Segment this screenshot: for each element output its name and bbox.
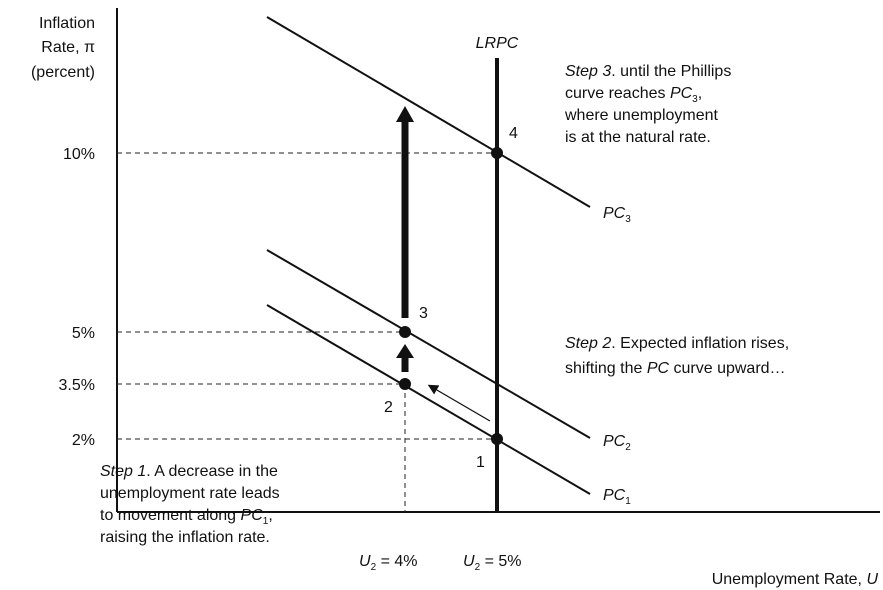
movement-arrow <box>427 384 491 422</box>
step-head: Step 2 <box>565 335 611 352</box>
point-label: 3 <box>419 305 428 322</box>
point <box>491 147 503 159</box>
annotation: Step 1. A decrease in the <box>100 463 278 480</box>
annotation: to movement along PC1, <box>100 507 273 527</box>
curve-name: PC <box>603 487 626 504</box>
y-tick-label: 5% <box>72 325 95 342</box>
x-label-text: Unemployment Rate, <box>712 571 867 588</box>
point <box>491 433 503 445</box>
y-tick-label: 2% <box>72 432 95 449</box>
curve-label: PC2 <box>603 433 631 453</box>
annotation: curve reaches PC3, <box>565 85 702 105</box>
step-var: PC <box>647 360 670 377</box>
step-text: shifting the <box>565 360 647 377</box>
arrow-head <box>396 344 414 358</box>
y-axis-label: Rate, π <box>41 39 95 56</box>
curve-label: PC3 <box>603 205 631 225</box>
annotation: shifting the PC curve upward… <box>565 360 786 377</box>
step-text: . A decrease in the <box>146 463 278 480</box>
curve-sub: 1 <box>625 496 631 507</box>
x-var: U <box>463 553 475 570</box>
y-tick-label: 3.5% <box>59 377 95 394</box>
arrow-head <box>396 106 414 122</box>
step-text: . until the Phillips <box>611 63 731 80</box>
x-sub: 2 <box>371 562 377 573</box>
curve-sub: 3 <box>625 214 631 225</box>
pc1-curve <box>266 304 591 495</box>
y-tick-label: 10% <box>63 146 95 163</box>
step-sub: 1 <box>263 516 269 527</box>
point-label: 4 <box>509 125 518 142</box>
x-tick-label: U2 = 5% <box>463 553 521 573</box>
annotation: raising the inflation rate. <box>100 529 270 546</box>
curve-name: PC <box>603 205 626 222</box>
step-sub: 3 <box>692 94 698 105</box>
annotation: unemployment rate leads <box>100 485 280 502</box>
lrpc-label: LRPC <box>476 35 519 52</box>
y-axis-label: (percent) <box>31 64 95 81</box>
point <box>399 326 411 338</box>
curve-label: PC1 <box>603 487 631 507</box>
point-label: 1 <box>476 454 485 471</box>
step-head: Step 3 <box>565 63 611 80</box>
point-label: 2 <box>384 399 393 416</box>
step-text: . Expected inflation rises, <box>611 335 789 352</box>
step-text: curve reaches <box>565 85 670 102</box>
pc2-curve <box>266 249 591 439</box>
curve-name: PC <box>603 433 626 450</box>
annotation: where unemployment <box>564 107 719 124</box>
annotation: is at the natural rate. <box>565 129 711 146</box>
x-text: = 5% <box>480 553 521 570</box>
step-var: PC <box>670 85 693 102</box>
y-axis-label: Inflation <box>39 15 95 32</box>
x-label-var: U <box>866 571 878 588</box>
annotation: Step 2. Expected inflation rises, <box>565 335 789 352</box>
step-text: , <box>268 507 272 524</box>
step-var: PC <box>241 507 264 524</box>
step-head: Step 1 <box>100 463 146 480</box>
curve-sub: 2 <box>625 442 631 453</box>
step-text: to movement along <box>100 507 241 524</box>
x-text: = 4% <box>376 553 417 570</box>
x-var: U <box>359 553 371 570</box>
pc3-curve <box>266 16 591 208</box>
point <box>399 378 411 390</box>
x-sub: 2 <box>475 562 481 573</box>
x-tick-label: U2 = 4% <box>359 553 417 573</box>
annotation: Step 3. until the Phillips <box>565 63 731 80</box>
step-text: curve upward… <box>669 360 786 377</box>
step-text: , <box>698 85 702 102</box>
x-axis-label: Unemployment Rate, U <box>712 571 879 588</box>
